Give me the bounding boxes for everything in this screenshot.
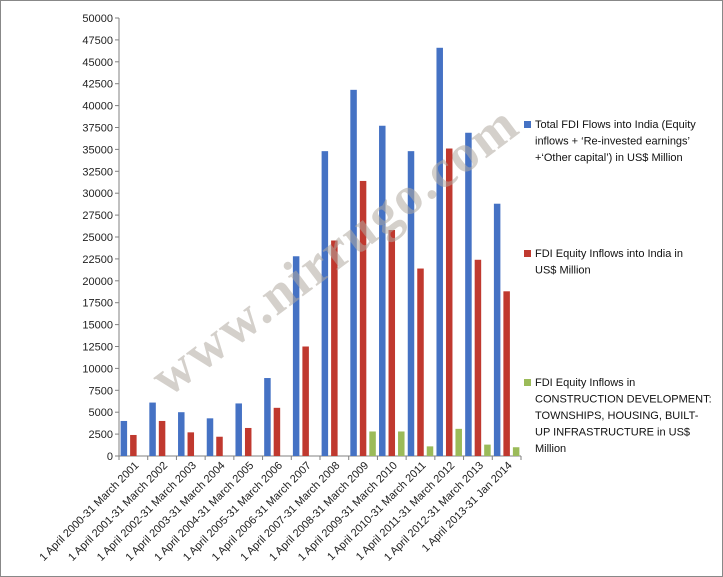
bar-series-1 [178,412,185,456]
bar-series-1 [235,403,242,456]
y-tick-label: 7500 [89,385,113,397]
bar-series-3 [512,447,520,456]
bar-series-2 [445,148,453,457]
y-tick-label: 42500 [82,79,113,91]
y-tick-label: 17500 [82,298,113,310]
bar-series-1 [436,47,443,457]
y-tick-label: 40000 [82,101,113,113]
bar-series-2 [474,259,482,456]
bar-series-1 [321,151,329,457]
bar-series-2 [244,427,252,456]
y-tick-label: 47500 [82,35,113,47]
y-tick-label: 20000 [82,276,113,288]
y-tick-label: 12500 [82,342,113,354]
legend-label-series-1: Total FDI Flows into India (Equity inflow… [535,119,696,164]
axes: 0 2500 5000 7500 10000 12500 15000 17500 20000 22… [82,13,522,463]
legend: Total FDI Flows into India (Equity inflow… [524,119,712,455]
y-tick-label: 45000 [82,57,113,69]
bar-series-1 [350,89,357,456]
bar-series-1 [407,151,415,457]
legend-swatch-series-1 [524,121,531,128]
bar-series-1 [206,418,214,456]
y-tick-label: 0 [107,451,113,463]
y-tick-label: 37500 [82,123,113,135]
bar-series-2 [503,291,510,456]
bar-series-3 [369,431,376,456]
legend-label-series-3: FDI Equity Inflows in CONSTRUCTION DEVELO… [535,377,712,455]
y-tick-label: 30000 [82,188,113,200]
bar-series-2 [158,420,166,456]
bar-series-1 [379,125,386,457]
y-tick-label: 27500 [82,210,113,222]
bar-series-1 [465,132,472,457]
bar-series-3 [398,431,405,456]
bar-series-3 [426,446,434,456]
bar-series-1 [292,256,300,456]
bar-series-1 [149,402,156,456]
bar-series-2 [130,434,137,456]
bar-series-2 [273,407,281,456]
bar-series-1 [493,203,501,456]
bar-series-3 [484,444,491,456]
bar-series-2 [216,436,223,456]
bar-series-2 [302,346,309,456]
bar-series-2 [187,432,195,456]
legend-swatch-series-3 [524,379,531,386]
bar-series-2 [417,268,424,456]
y-tick-label: 15000 [82,320,113,332]
bar-series-1 [264,378,271,456]
y-tick-label: 5000 [89,407,113,419]
legend-swatch-series-2 [524,250,531,257]
y-tick-label: 35000 [82,144,113,156]
y-tick-label: 50000 [82,13,113,25]
legend-label-series-2: FDI Equity Inflows into India in US$ Mill… [535,248,683,277]
bar-series-2 [388,229,396,456]
y-tick-label: 2500 [89,429,113,441]
bar-series-2 [359,180,367,456]
y-tick-label: 10000 [82,363,113,375]
y-tick-label: 22500 [82,254,113,266]
y-tick-label: 25000 [82,232,113,244]
y-tick-label: 32500 [82,166,113,178]
bars [120,47,520,457]
bar-series-1 [120,420,128,456]
bar-series-2 [331,240,338,456]
bar-series-3 [455,428,462,456]
